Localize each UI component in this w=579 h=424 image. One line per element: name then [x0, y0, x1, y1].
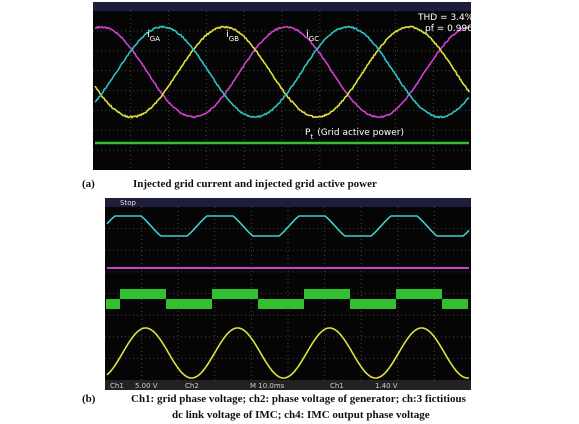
- caption-line: Ch1: grid phase voltage; ch2: phase volt…: [131, 393, 467, 405]
- power-text: (Grid active power): [317, 128, 404, 138]
- readout: Ch2: [185, 382, 199, 390]
- readout: M 10.0ms: [250, 382, 285, 390]
- subscript: GA: [150, 35, 160, 43]
- readout-bar: [105, 380, 471, 390]
- scope-header-a: [93, 2, 471, 11]
- subscript: GC: [309, 35, 319, 43]
- scope-header-b: [105, 198, 471, 207]
- readout: Ch1: [330, 382, 344, 390]
- readout: Ch1: [110, 382, 124, 390]
- caption-line: dc link voltage of IMC; ch4: IMC output …: [172, 409, 430, 421]
- thd-label: THD = 3.4%: [417, 13, 474, 23]
- caption: Injected grid current and injected grid …: [133, 178, 377, 190]
- pf-label: pf = 0.996: [425, 24, 473, 34]
- status: Stop: [120, 199, 136, 207]
- subscript: t: [310, 133, 313, 141]
- panel-label: (a): [82, 178, 95, 190]
- readout: 1.40 V: [375, 382, 398, 390]
- readout: 5.00 V: [135, 382, 158, 390]
- subscript: GB: [229, 35, 239, 43]
- panel-label: (b): [82, 393, 96, 405]
